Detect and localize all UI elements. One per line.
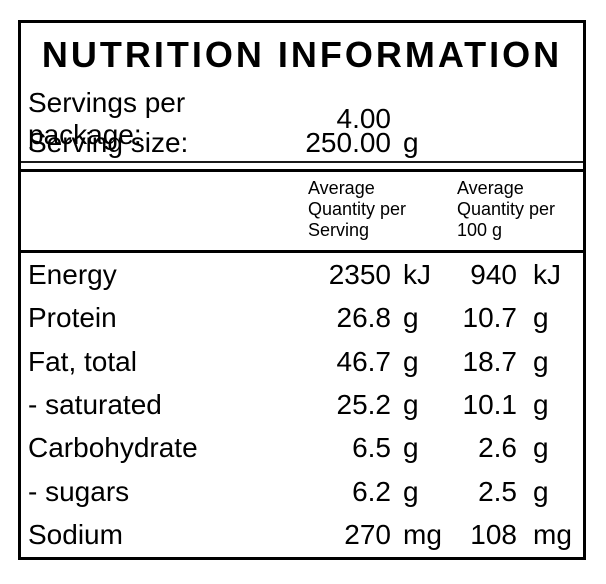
per-serving-value: 2350 [328,258,391,290]
serving-size-unit: g [403,126,419,158]
nutrient-label: Energy [28,258,117,290]
per-100g-unit: kJ [533,258,561,290]
column-header-per-100g: Average Quantity per 100 g [457,178,556,240]
per-serving-unit: g [403,432,419,464]
per-serving-value: 26.8 [336,302,392,334]
per-100g-unit: g [533,345,549,377]
column-header-per-serving: Average Quantity per Serving [308,178,407,240]
per-serving-unit: mg [403,519,442,551]
per-100g-unit: g [533,432,549,464]
serving-size-value: 250.00 [305,126,391,158]
nutrient-table: Energy 2350 kJ 940 kJ Protein 26.8 g 10.… [21,253,583,557]
nutrient-label: Protein [28,302,117,334]
per-100g-unit: g [533,388,549,420]
panel-title: NUTRITION INFORMATION [41,34,563,75]
nutrient-label: - saturated [28,388,162,420]
per-100g-unit: mg [533,519,572,551]
serving-size-row: Serving size: 250.00 g [21,124,583,161]
per-100g-value: 2.5 [478,475,517,507]
table-row-energy: Energy 2350 kJ 940 kJ [21,253,583,296]
divider-gap [21,163,583,169]
per-serving-value: 6.2 [352,475,391,507]
per-serving-unit: kJ [403,258,431,290]
servings-per-package-row: Servings per package: 4.00 [21,87,583,150]
per-100g-value: 2.6 [478,432,517,464]
per-100g-value: 108 [470,519,517,551]
nutrient-label: - sugars [28,475,130,507]
nutrition-panel: NUTRITION INFORMATION Servings per packa… [18,20,586,560]
per-serving-unit: g [403,475,419,507]
servings-per-package-value: 4.00 [336,103,392,134]
table-row-carbohydrate: Carbohydrate 6.5 g 2.6 g [21,427,583,470]
per-serving-value: 270 [344,519,391,551]
per-100g-unit: g [533,302,549,334]
nutrient-label: Carbohydrate [28,432,198,464]
table-row-fat-total: Fat, total 46.7 g 18.7 g [21,340,583,383]
per-serving-unit: g [403,345,419,377]
per-100g-value: 940 [470,258,517,290]
per-serving-value: 6.5 [352,432,391,464]
table-row-sodium: Sodium 270 mg 108 mg [21,514,583,557]
per-serving-unit: g [403,388,419,420]
per-100g-value: 18.7 [462,345,518,377]
table-row-saturated: - saturated 25.2 g 10.1 g [21,383,583,426]
column-header-row: Average Quantity per Serving Average Qua… [21,169,583,253]
table-row-sugars: - sugars 6.2 g 2.5 g [21,470,583,513]
per-serving-value: 25.2 [336,388,392,420]
per-serving-unit: g [403,302,419,334]
per-100g-unit: g [533,475,549,507]
per-100g-value: 10.1 [462,388,518,420]
servings-per-package-label: Servings per package: [28,87,186,150]
nutrient-label: Sodium [28,519,123,551]
serving-size-label: Serving size: [28,126,189,158]
per-100g-value: 10.7 [462,302,518,334]
table-row-protein: Protein 26.8 g 10.7 g [21,296,583,339]
per-serving-value: 46.7 [336,345,392,377]
section-divider [21,161,583,163]
nutrient-label: Fat, total [28,345,137,377]
